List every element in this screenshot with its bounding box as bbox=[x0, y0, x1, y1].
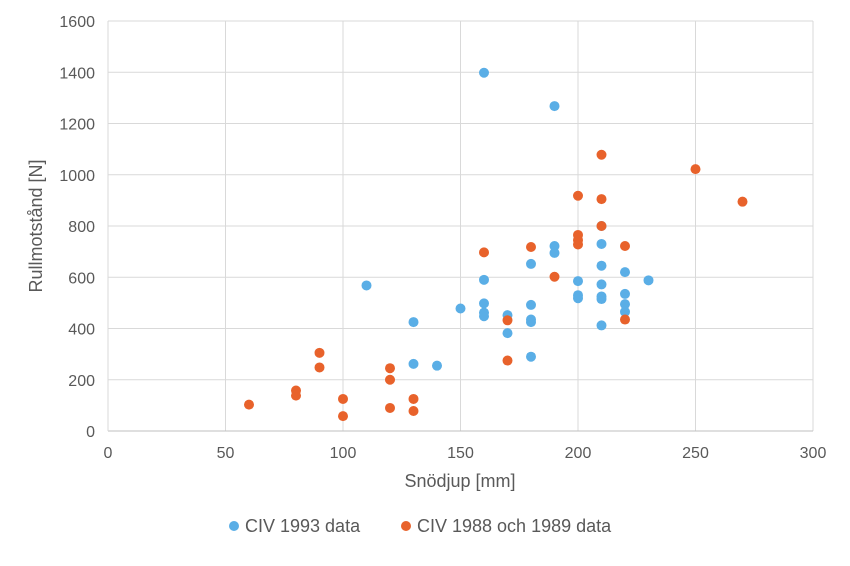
x-axis-label: Snödjup [mm] bbox=[404, 471, 515, 491]
point-civ-1993 bbox=[479, 274, 489, 285]
y-tick-label: 400 bbox=[68, 322, 95, 339]
y-tick-label: 800 bbox=[68, 219, 95, 236]
point-civ-1988-1989 bbox=[502, 315, 513, 326]
point-civ-1993 bbox=[526, 351, 536, 362]
point-civ-1988-1989 bbox=[385, 374, 395, 385]
x-tick-label: 150 bbox=[447, 445, 474, 462]
legend-marker bbox=[401, 521, 411, 531]
point-civ-1988-1989 bbox=[502, 355, 513, 366]
y-tick-label: 1600 bbox=[59, 14, 95, 31]
point-civ-1988-1989 bbox=[549, 271, 560, 282]
point-civ-1993 bbox=[620, 306, 630, 317]
point-civ-1988-1989 bbox=[314, 347, 325, 358]
point-civ-1993 bbox=[596, 260, 607, 271]
legend: CIV 1993 data CIV 1988 och 1989 data bbox=[229, 516, 612, 536]
y-tick-label: 200 bbox=[68, 373, 95, 390]
point-civ-1988-1989 bbox=[737, 196, 748, 207]
point-civ-1993 bbox=[596, 238, 607, 249]
point-civ-1993 bbox=[408, 358, 419, 369]
point-civ-1988-1989 bbox=[385, 363, 395, 374]
point-civ-1993 bbox=[620, 288, 630, 299]
point-civ-1988-1989 bbox=[526, 242, 536, 253]
y-tick-label: 1400 bbox=[59, 65, 95, 82]
point-civ-1993 bbox=[526, 317, 536, 328]
x-tick-label: 200 bbox=[565, 445, 592, 462]
point-civ-1993 bbox=[596, 320, 607, 331]
point-civ-1993 bbox=[408, 317, 419, 328]
x-tick-label: 250 bbox=[682, 445, 709, 462]
point-civ-1988-1989 bbox=[338, 393, 348, 404]
point-civ-1993 bbox=[573, 276, 583, 287]
y-tick-label: 1000 bbox=[59, 168, 95, 185]
point-civ-1988-1989 bbox=[479, 247, 489, 258]
point-civ-1993 bbox=[549, 247, 560, 258]
point-civ-1993 bbox=[361, 280, 372, 291]
point-civ-1993 bbox=[432, 360, 442, 371]
point-civ-1988-1989 bbox=[573, 190, 583, 201]
point-civ-1988-1989 bbox=[620, 240, 630, 251]
x-tick-label: 100 bbox=[330, 445, 357, 462]
y-tick-label: 1200 bbox=[59, 117, 95, 134]
legend-marker bbox=[229, 521, 239, 531]
y-tick-label: 600 bbox=[68, 270, 95, 287]
point-civ-1993 bbox=[573, 293, 583, 304]
point-civ-1993 bbox=[643, 275, 654, 286]
axes: 0 50 100 150 200 250 300 0 200 400 600 800 1000 1200 1… bbox=[59, 14, 826, 462]
point-civ-1993 bbox=[479, 311, 489, 322]
point-civ-1988-1989 bbox=[690, 164, 701, 175]
point-civ-1993 bbox=[549, 240, 560, 251]
x-tick-label: 300 bbox=[800, 445, 827, 462]
point-civ-1993 bbox=[455, 303, 466, 314]
y-axis-label: Rullmotstånd [N] bbox=[26, 159, 46, 292]
point-civ-1988-1989 bbox=[596, 149, 607, 160]
gridlines bbox=[108, 20, 814, 431]
y-tick-label: 0 bbox=[86, 424, 95, 441]
point-civ-1988-1989 bbox=[244, 399, 254, 410]
data-points bbox=[244, 67, 748, 422]
point-civ-1988-1989 bbox=[385, 402, 395, 413]
point-civ-1993 bbox=[596, 279, 607, 290]
point-civ-1993 bbox=[526, 299, 536, 310]
point-civ-1988-1989 bbox=[596, 194, 607, 205]
point-civ-1993 bbox=[620, 267, 630, 278]
legend-label: CIV 1993 data bbox=[245, 516, 361, 536]
point-civ-1988-1989 bbox=[573, 239, 583, 250]
point-civ-1993 bbox=[479, 67, 489, 78]
point-civ-1993 bbox=[526, 258, 536, 269]
point-civ-1993 bbox=[596, 294, 607, 305]
point-civ-1993 bbox=[620, 299, 630, 310]
point-civ-1988-1989 bbox=[408, 406, 419, 417]
point-civ-1988-1989 bbox=[620, 314, 630, 325]
point-civ-1988-1989 bbox=[338, 411, 348, 422]
point-civ-1988-1989 bbox=[596, 221, 607, 231]
point-civ-1988-1989 bbox=[408, 393, 419, 404]
point-civ-1993 bbox=[479, 298, 489, 309]
point-civ-1988-1989 bbox=[291, 390, 301, 401]
point-civ-1988-1989 bbox=[314, 362, 325, 373]
legend-label: CIV 1988 och 1989 data bbox=[417, 516, 612, 536]
x-tick-label: 0 bbox=[104, 445, 113, 462]
point-civ-1993 bbox=[549, 101, 560, 112]
point-civ-1993 bbox=[502, 328, 513, 339]
x-tick-label: 50 bbox=[217, 445, 235, 462]
